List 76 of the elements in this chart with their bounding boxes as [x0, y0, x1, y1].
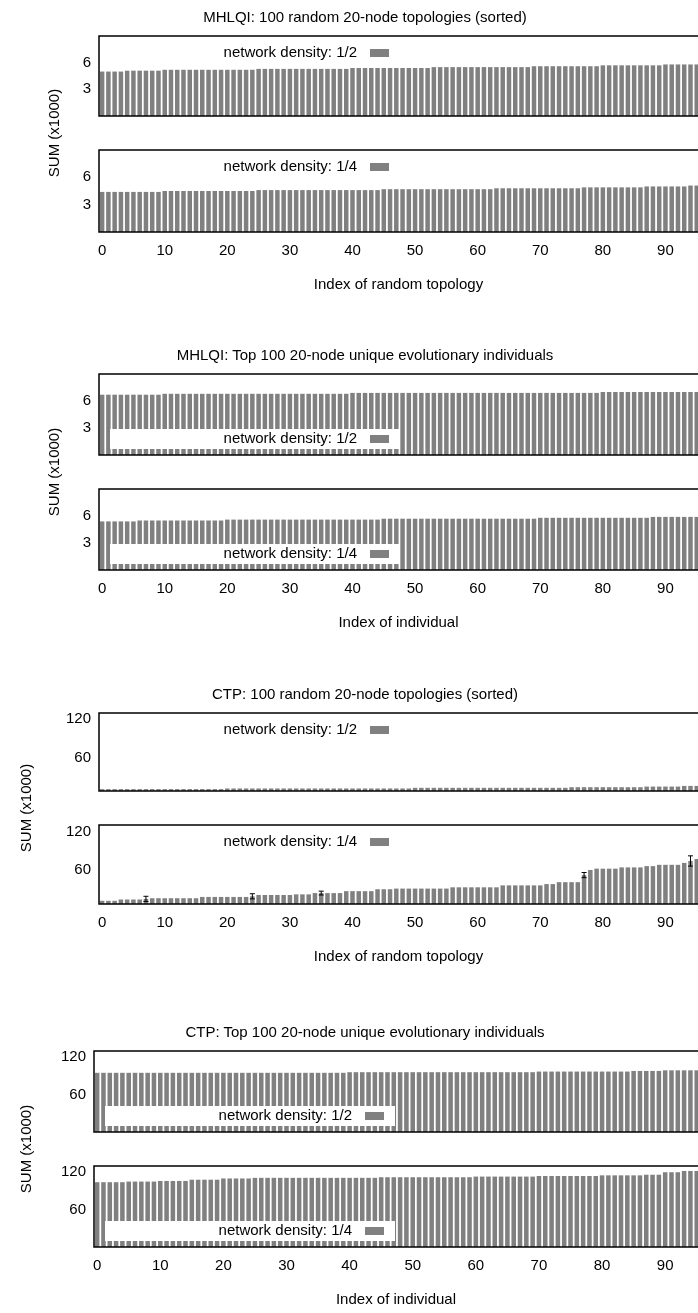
x-tick-label: 10 — [156, 579, 174, 597]
chart-title: MHLQI: Top 100 20-node unique evolutionary individuals — [176, 346, 554, 364]
x-tick-label: 80 — [594, 579, 612, 597]
y-axis-title: SUM (x1000) — [44, 427, 62, 517]
y-axis-title: SUM (x1000) — [16, 1104, 34, 1194]
x-tick-label: 60 — [467, 1256, 485, 1274]
x-tick-label: 60 — [469, 579, 487, 597]
x-tick-label: 20 — [218, 913, 236, 931]
legend-label: network density: 1/4 — [223, 157, 357, 175]
y-tick-label: 6 — [82, 167, 91, 185]
x-tick-label: 90 — [656, 1256, 674, 1274]
x-tick-label: 50 — [404, 1256, 422, 1274]
y-tick-label: 6 — [82, 506, 91, 524]
legend-label: network density: 1/2 — [218, 1106, 352, 1124]
chart-title: CTP: Top 100 20-node unique evolutionary individuals — [185, 1023, 545, 1041]
x-tick-label: 70 — [531, 241, 549, 259]
y-axis-title: SUM (x1000) — [44, 88, 62, 178]
y-tick-label: 3 — [82, 533, 91, 551]
x-tick-label: 0 — [97, 579, 107, 597]
x-tick-label: 70 — [531, 579, 549, 597]
y-tick-label: 3 — [82, 79, 91, 97]
y-tick-label: 120 — [60, 1047, 86, 1065]
x-tick-label: 10 — [151, 1256, 169, 1274]
chart-title: CTP: 100 random 20-node topologies (sorted) — [211, 685, 519, 703]
y-axis-title: SUM (x1000) — [16, 763, 34, 853]
y-tick-label: 60 — [74, 747, 91, 765]
x-tick-label: 60 — [469, 913, 487, 931]
x-tick-label: 0 — [92, 1256, 102, 1274]
y-tick-label: 60 — [69, 1199, 86, 1217]
chart-title: MHLQI: 100 random 20-node topologies (sorted) — [203, 8, 527, 26]
y-tick-label: 6 — [82, 52, 91, 70]
x-axis-title: Index of random topology — [313, 275, 484, 293]
x-axis-title: Index of individual — [335, 1290, 457, 1308]
x-tick-label: 20 — [218, 241, 236, 259]
x-tick-label: 0 — [97, 241, 107, 259]
x-tick-label: 40 — [341, 1256, 358, 1274]
legend-label: network density: 1/4 — [218, 1221, 352, 1239]
x-tick-label: 50 — [406, 579, 424, 597]
x-tick-label: 50 — [406, 913, 424, 931]
x-tick-label: 90 — [657, 241, 674, 259]
y-tick-label: 60 — [69, 1084, 86, 1102]
x-axis-title: Index of individual — [338, 613, 459, 631]
legend-label: network density: 1/4 — [223, 544, 357, 562]
x-tick-label: 10 — [156, 241, 174, 259]
y-tick-label: 3 — [82, 418, 91, 436]
x-tick-label: 80 — [594, 241, 612, 259]
x-tick-label: 90 — [657, 913, 674, 931]
x-axis-title: Index of random topology — [313, 947, 484, 965]
y-tick-label: 120 — [65, 821, 91, 839]
x-tick-label: 70 — [531, 913, 549, 931]
legend-label: network density: 1/4 — [223, 832, 357, 850]
legend-label: network density: 1/2 — [223, 720, 357, 738]
x-tick-label: 40 — [344, 913, 361, 931]
x-tick-label: 50 — [406, 241, 424, 259]
x-tick-label: 30 — [281, 913, 299, 931]
x-tick-label: 80 — [594, 913, 612, 931]
y-tick-label: 3 — [82, 194, 91, 212]
x-tick-label: 20 — [215, 1256, 232, 1274]
x-tick-label: 30 — [281, 579, 299, 597]
y-tick-label: 120 — [60, 1162, 86, 1180]
y-tick-label: 6 — [82, 391, 91, 409]
x-tick-label: 40 — [344, 241, 361, 259]
x-tick-label: 80 — [593, 1256, 611, 1274]
x-tick-label: 70 — [530, 1256, 548, 1274]
legend-label: network density: 1/2 — [223, 43, 357, 61]
legend-label: network density: 1/2 — [223, 429, 357, 447]
x-tick-label: 10 — [156, 913, 174, 931]
x-tick-label: 40 — [344, 579, 361, 597]
x-tick-label: 90 — [657, 579, 674, 597]
y-tick-label: 60 — [74, 860, 91, 878]
x-tick-label: 30 — [281, 241, 299, 259]
x-tick-label: 30 — [278, 1256, 295, 1274]
x-tick-label: 0 — [97, 913, 107, 931]
x-tick-label: 60 — [469, 241, 487, 259]
y-tick-label: 120 — [65, 709, 91, 727]
x-tick-label: 20 — [218, 579, 236, 597]
